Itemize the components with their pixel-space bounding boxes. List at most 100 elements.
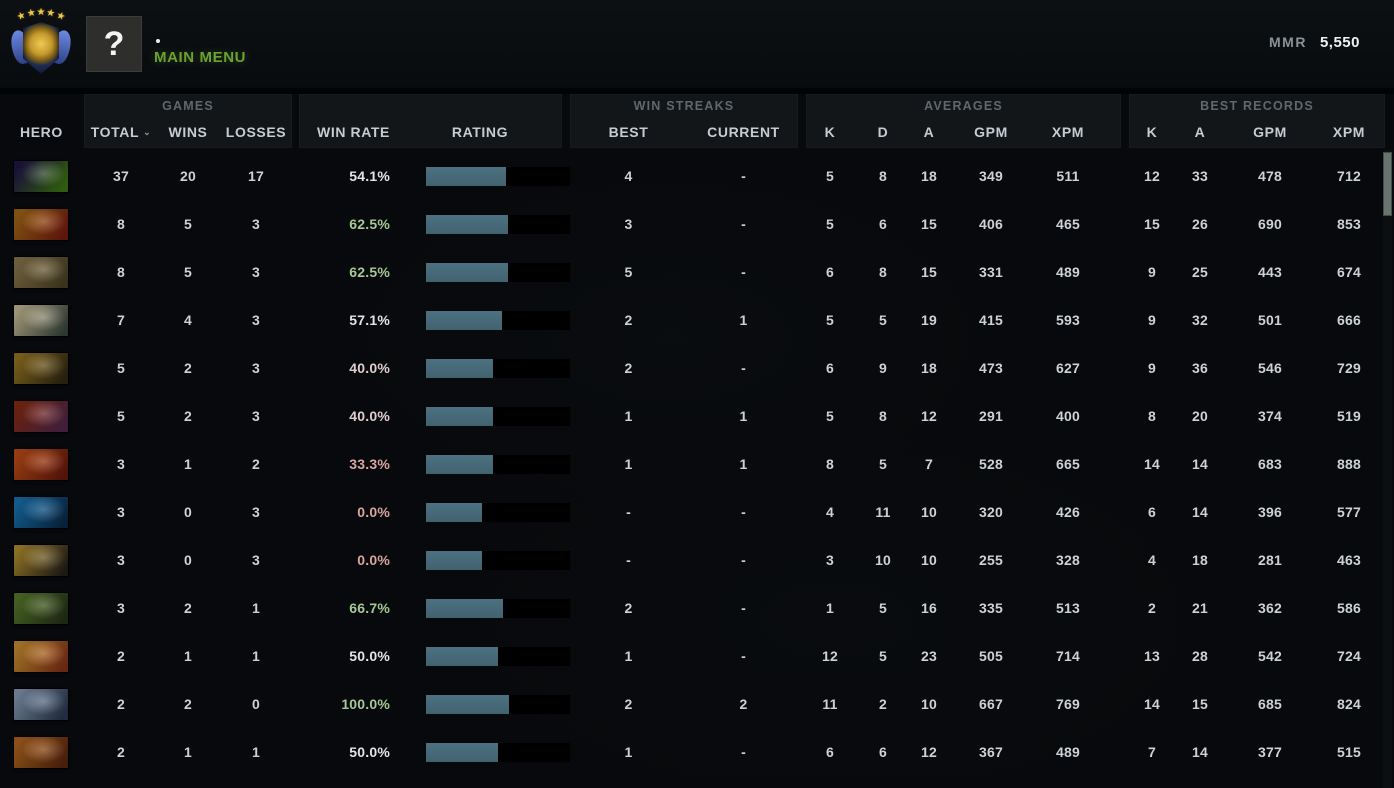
rating-bar xyxy=(426,598,570,618)
bristleback-portrait[interactable] xyxy=(14,352,68,384)
total-games: 8 xyxy=(117,264,125,280)
hero-stats-row[interactable]: 2 1 1 50.0% 1 - 6 6 12 367 489 7 14 377 … xyxy=(0,728,1394,776)
win-rate-value: 33.3% xyxy=(349,456,390,472)
avg-deaths: 5 xyxy=(879,456,887,472)
avg-xpm: 465 xyxy=(1056,216,1080,232)
main-menu-button[interactable]: MAIN MENU xyxy=(154,49,247,66)
avg-gpm: 331 xyxy=(979,264,1003,280)
current-streak: - xyxy=(741,168,746,184)
column-header-current-streak[interactable]: CURRENT xyxy=(707,124,780,140)
rank-medal-icon[interactable]: ★ ★ ★ ★ ★ xyxy=(8,7,74,78)
column-header-avg-deaths[interactable]: D xyxy=(877,124,889,140)
best-streak: 1 xyxy=(624,456,633,472)
hero-stats-row[interactable]: 5 2 3 40.0% 1 1 5 8 12 291 400 8 20 374 … xyxy=(0,392,1394,440)
best-xpm: 729 xyxy=(1337,360,1361,376)
lina-portrait[interactable] xyxy=(14,448,68,480)
avg-assists: 16 xyxy=(921,600,937,616)
column-header-rating[interactable]: RATING xyxy=(451,124,509,140)
earthshaker-portrait[interactable] xyxy=(14,736,68,768)
hero-stats-row[interactable]: 3 0 3 0.0% - - 3 10 10 255 328 4 18 281 … xyxy=(0,536,1394,584)
best-xpm: 674 xyxy=(1337,264,1361,280)
best-xpm: 824 xyxy=(1337,696,1361,712)
column-header-avg-assists[interactable]: A xyxy=(923,124,935,140)
column-header-losses[interactable]: LOSSES xyxy=(225,124,287,140)
column-header-winrate[interactable]: WIN RATE xyxy=(317,124,390,140)
avg-assists: 18 xyxy=(921,360,937,376)
column-header-avg-gpm[interactable]: GPM xyxy=(974,124,1008,140)
hero-stats-row[interactable]: 2 2 0 100.0% 2 2 11 2 10 667 769 14 15 6… xyxy=(0,680,1394,728)
avg-kills: 8 xyxy=(826,456,834,472)
column-header-best-xpm[interactable]: XPM xyxy=(1332,124,1366,140)
pudge-portrait[interactable] xyxy=(14,256,68,288)
best-streak: - xyxy=(626,552,631,568)
rating-bar-fill xyxy=(426,742,498,762)
riki-portrait[interactable] xyxy=(14,544,68,576)
total-games: 3 xyxy=(117,456,125,472)
current-streak: - xyxy=(741,360,746,376)
vertical-scrollbar[interactable] xyxy=(1383,150,1392,788)
rating-bar-fill xyxy=(426,262,509,282)
hero-stats-row[interactable]: 2 1 1 50.0% 1 - 12 5 23 505 714 13 28 54… xyxy=(0,632,1394,680)
best-streak: 2 xyxy=(624,696,633,712)
rating-bar-fill xyxy=(426,166,506,186)
column-header-avg-xpm[interactable]: XPM xyxy=(1051,124,1085,140)
rating-bar xyxy=(426,550,570,570)
column-header-best-streak[interactable]: BEST xyxy=(608,124,649,140)
best-xpm: 586 xyxy=(1337,600,1361,616)
column-header-best-gpm[interactable]: GPM xyxy=(1253,124,1287,140)
avg-assists: 10 xyxy=(921,504,937,520)
best-gpm: 281 xyxy=(1258,552,1282,568)
avg-deaths: 2 xyxy=(879,696,887,712)
win-rate-value: 0.0% xyxy=(357,552,390,568)
best-streak: 2 xyxy=(624,360,633,376)
best-streak: 2 xyxy=(624,312,633,328)
wins: 5 xyxy=(184,264,192,280)
best-gpm: 542 xyxy=(1258,648,1282,664)
best-streak: 4 xyxy=(624,168,633,184)
best-xpm: 853 xyxy=(1337,216,1361,232)
column-header-avg-kills[interactable]: K xyxy=(824,124,836,140)
keeper-of-the-light-portrait[interactable] xyxy=(14,304,68,336)
alchemist-portrait[interactable] xyxy=(14,640,68,672)
column-header-wins[interactable]: WINS xyxy=(168,124,208,140)
hero-stats-row[interactable]: 3 0 3 0.0% - - 4 11 10 320 426 6 14 396 … xyxy=(0,488,1394,536)
rating-bar xyxy=(426,262,570,282)
avg-xpm: 714 xyxy=(1056,648,1080,664)
wins: 20 xyxy=(180,168,196,184)
column-header-best-assists[interactable]: A xyxy=(1194,124,1206,140)
rating-bar-fill xyxy=(426,454,493,474)
razor-portrait[interactable] xyxy=(14,496,68,528)
best-xpm: 666 xyxy=(1337,312,1361,328)
column-header-best-kills[interactable]: K xyxy=(1146,124,1158,140)
rating-bar-fill xyxy=(426,694,509,714)
avg-deaths: 8 xyxy=(879,408,887,424)
total-games: 3 xyxy=(117,504,125,520)
hero-stats-row[interactable]: 3 2 1 66.7% 2 - 1 5 16 335 513 2 21 362 … xyxy=(0,584,1394,632)
losses: 17 xyxy=(248,168,264,184)
hero-stats-row[interactable]: 37 20 17 54.1% 4 - 5 8 18 349 511 12 33 … xyxy=(0,152,1394,200)
hero-stats-row[interactable]: 8 5 3 62.5% 3 - 5 6 15 406 465 15 26 690… xyxy=(0,200,1394,248)
drow-ranger-portrait[interactable] xyxy=(14,688,68,720)
column-header-total[interactable]: TOTAL ⌄ xyxy=(90,124,152,140)
menu-dot-icon xyxy=(156,39,160,43)
rating-bar-fill xyxy=(426,358,493,378)
rubick-portrait[interactable] xyxy=(14,160,68,192)
natures-prophet-portrait[interactable] xyxy=(14,592,68,624)
rating-bar-fill xyxy=(426,406,493,426)
hero-stats-row[interactable]: 7 4 3 57.1% 2 1 5 5 19 415 593 9 32 501 … xyxy=(0,296,1394,344)
bounty-hunter-portrait[interactable] xyxy=(14,208,68,240)
avg-assists: 19 xyxy=(921,312,937,328)
scrollbar-thumb[interactable] xyxy=(1383,152,1392,216)
night-stalker-portrait[interactable] xyxy=(14,400,68,432)
hero-stats-row[interactable]: 5 2 3 40.0% 2 - 6 9 18 473 627 9 36 546 … xyxy=(0,344,1394,392)
avg-gpm: 367 xyxy=(979,744,1003,760)
hero-stats-row[interactable]: 3 1 2 33.3% 1 1 8 5 7 528 665 14 14 683 … xyxy=(0,440,1394,488)
total-games: 2 xyxy=(117,744,125,760)
hero-stats-row[interactable]: 8 5 3 62.5% 5 - 6 8 15 331 489 9 25 443 … xyxy=(0,248,1394,296)
avg-kills: 5 xyxy=(826,408,834,424)
avg-assists: 15 xyxy=(921,264,937,280)
unknown-hero-tile[interactable]: ? xyxy=(86,16,142,72)
avg-gpm: 255 xyxy=(979,552,1003,568)
avg-xpm: 426 xyxy=(1056,504,1080,520)
bestrecords-group-panel: BEST RECORDS xyxy=(1129,94,1385,148)
